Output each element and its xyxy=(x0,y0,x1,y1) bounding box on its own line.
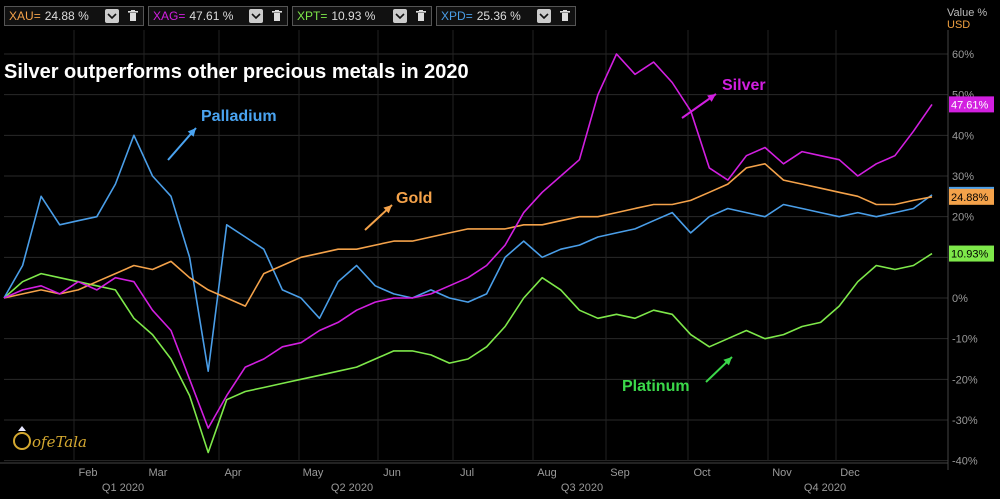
legend-chip-xpd[interactable]: XPD = 25.36 % xyxy=(436,6,576,26)
y-tick-label: -40% xyxy=(952,456,978,468)
dropdown-icon[interactable] xyxy=(105,9,119,23)
units-currency-label: USD xyxy=(947,19,971,31)
legend-code: XAU xyxy=(9,9,34,23)
x-tick-label: Aug xyxy=(537,467,557,479)
end-label-text: 10.93% xyxy=(951,249,989,261)
legend-chip-xau[interactable]: XAU = 24.88 % xyxy=(4,6,144,26)
legend-bar: XAU = 24.88 % XAG = 47.61 % XPT = 10.93 % X… xyxy=(0,0,1000,30)
dropdown-icon[interactable] xyxy=(393,9,407,23)
end-label-text: 47.61% xyxy=(951,99,989,111)
legend-chip-xag[interactable]: XAG = 47.61 % xyxy=(148,6,288,26)
legend-value: 47.61 % xyxy=(189,9,234,23)
y-tick-label: -20% xyxy=(952,374,978,386)
annotation-silver: Silver xyxy=(722,77,766,94)
logo: ofeTala xyxy=(10,423,90,457)
x-tick-label: May xyxy=(303,467,324,479)
end-label-bg xyxy=(949,188,994,205)
series-end-labels: 47.61%25.36%24.88%10.93% xyxy=(949,96,994,262)
annotation-gold: Gold xyxy=(396,190,433,207)
legend-eq: = xyxy=(33,9,41,23)
logo-text: ofeTala xyxy=(32,433,87,451)
trash-icon[interactable] xyxy=(270,9,284,23)
y-tick-label: 20% xyxy=(952,212,974,224)
chart-grid xyxy=(0,30,949,470)
ring-icon xyxy=(13,426,31,450)
legend-value: 25.36 % xyxy=(476,9,521,23)
x-tick-label: Feb xyxy=(79,467,98,479)
x-tick-label: Jul xyxy=(460,467,474,479)
trash-icon[interactable] xyxy=(126,9,140,23)
y-tick-label: 60% xyxy=(952,49,974,61)
x-axis: Feb Mar Apr May Jun Jul Aug Sep Oct Nov Dec Q1 2020… xyxy=(79,467,861,494)
x-quarter-label: Q2 2020 xyxy=(331,482,373,494)
end-label-bg xyxy=(949,245,994,262)
series-line-xau xyxy=(3,163,933,307)
trash-icon[interactable] xyxy=(558,9,572,23)
legend-code: XAG xyxy=(153,9,179,23)
chart-series xyxy=(3,53,933,454)
y-tick-label: -30% xyxy=(952,415,978,427)
legend-code: XPD xyxy=(441,9,466,23)
dropdown-icon[interactable] xyxy=(537,9,551,23)
dropdown-icon[interactable] xyxy=(249,9,263,23)
series-line-xpt xyxy=(3,252,933,454)
y-tick-label: -10% xyxy=(952,334,978,346)
arrow-platinum-head xyxy=(723,357,732,366)
x-tick-label: Nov xyxy=(772,467,792,479)
annotation-platinum: Platinum xyxy=(622,378,690,395)
legend-eq: = xyxy=(320,9,328,23)
x-tick-label: Dec xyxy=(840,467,860,479)
end-label-bg xyxy=(949,96,994,113)
series-line-xag xyxy=(3,53,933,429)
end-label-text: 24.88% xyxy=(951,192,989,204)
x-tick-label: Sep xyxy=(610,467,630,479)
axis-units: Value % USD xyxy=(947,7,987,31)
legend-eq: = xyxy=(178,9,186,23)
arrow-palladium-head xyxy=(187,128,196,137)
legend-code: XPT xyxy=(297,9,321,23)
y-tick-label: 40% xyxy=(952,130,974,142)
legend-value: 24.88 % xyxy=(44,9,89,23)
legend-value: 10.93 % xyxy=(331,9,376,23)
units-value-label: Value % xyxy=(947,7,988,19)
x-quarter-label: Q4 2020 xyxy=(804,482,846,494)
x-tick-label: Apr xyxy=(224,467,241,479)
legend-eq: = xyxy=(465,9,473,23)
trash-icon[interactable] xyxy=(414,9,428,23)
arrow-gold-head xyxy=(383,205,392,214)
y-tick-label: 0% xyxy=(952,293,968,305)
x-tick-label: Jun xyxy=(383,467,401,479)
annotation-palladium: Palladium xyxy=(201,108,277,125)
arrow-silver-head xyxy=(707,94,716,102)
annotation-arrows xyxy=(167,93,733,383)
legend-chip-xpt[interactable]: XPT = 10.93 % xyxy=(292,6,432,26)
x-tick-label: Mar xyxy=(149,467,168,479)
y-axis-ticks: 60%50%40%30%20%10%0%-10%-20%-30%-40% xyxy=(952,49,978,468)
series-line-xpd xyxy=(3,134,933,373)
x-quarter-label: Q3 2020 xyxy=(561,482,603,494)
chart-title: Silver outperforms other precious metals… xyxy=(4,61,469,83)
y-tick-label: 30% xyxy=(952,171,974,183)
x-tick-label: Oct xyxy=(693,467,710,479)
x-quarter-label: Q1 2020 xyxy=(102,482,144,494)
